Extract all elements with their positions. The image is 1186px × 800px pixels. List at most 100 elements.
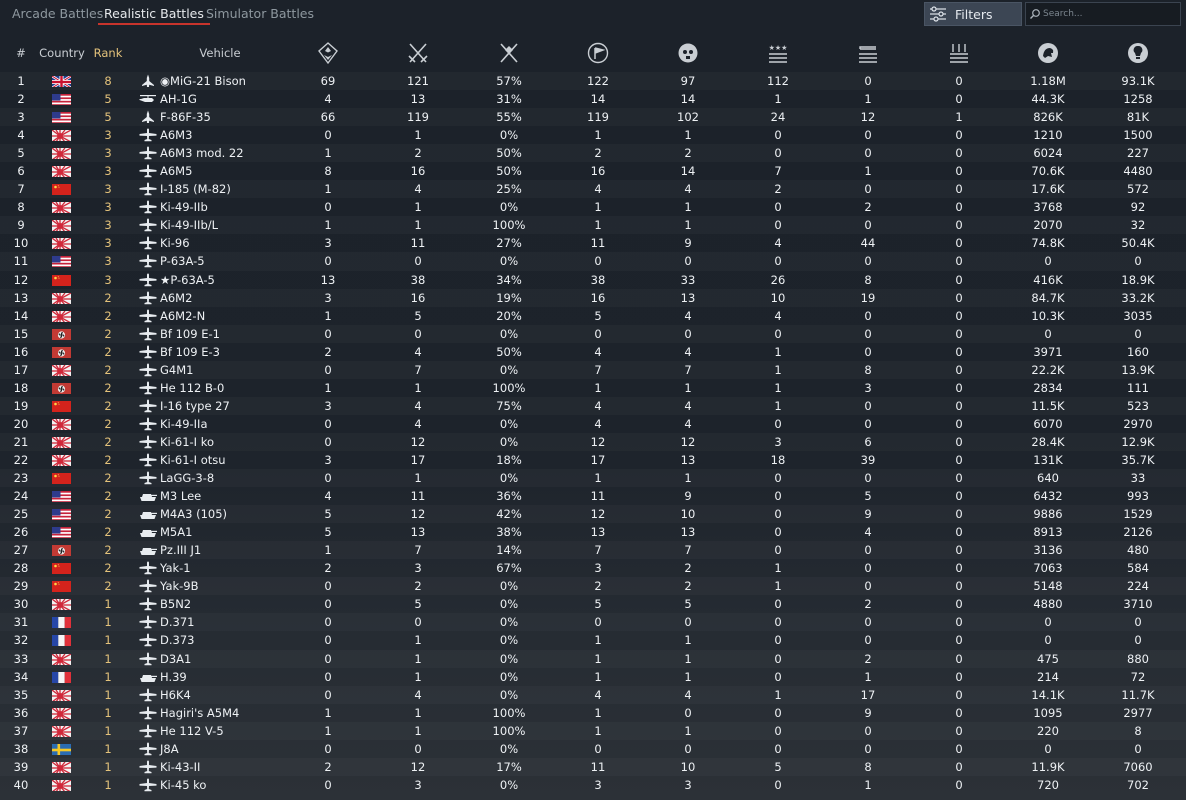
table-row[interactable]: 30 1 B5N2 0 5 0% 5 5 0 2 0 4880 3710 bbox=[0, 595, 1186, 613]
vehicle-name[interactable]: H.39 bbox=[160, 668, 187, 686]
vehicle-name[interactable]: M5A1 bbox=[160, 523, 192, 541]
vehicle-name[interactable]: A6M2 bbox=[160, 289, 192, 307]
column-header-index[interactable]: # bbox=[16, 46, 26, 60]
table-row[interactable]: 35 1 H6K4 0 4 0% 4 4 1 17 0 14.1K 11.7K bbox=[0, 686, 1186, 704]
vehicle-name[interactable]: G4M1 bbox=[160, 361, 193, 379]
filters-button[interactable]: Filters bbox=[924, 2, 1022, 26]
tab-simulator-battles[interactable]: Simulator Battles bbox=[206, 6, 315, 21]
table-row[interactable]: 15 2 Bf 109 E-1 0 0 0% 0 0 0 0 0 0 0 bbox=[0, 325, 1186, 343]
vehicle-name[interactable]: M4A3 (105) bbox=[160, 505, 227, 523]
table-row[interactable]: 40 1 Ki-45 ko 0 3 0% 3 3 0 1 0 720 702 bbox=[0, 776, 1186, 794]
respawns-icon[interactable] bbox=[578, 40, 618, 66]
vehicle-name[interactable]: A6M3 bbox=[160, 126, 192, 144]
vehicle-name[interactable]: J8A bbox=[160, 740, 179, 758]
ground-kills-icon[interactable] bbox=[848, 40, 888, 66]
vehicle-name[interactable]: AH-1G bbox=[160, 90, 197, 108]
table-row[interactable]: 14 2 A6M2-N 1 5 20% 5 4 4 0 0 10.3K 3035 bbox=[0, 307, 1186, 325]
table-row[interactable]: 6 3 A6M5 8 16 50% 16 14 7 1 0 70.6K 4480 bbox=[0, 162, 1186, 180]
column-header-country[interactable]: Country bbox=[39, 46, 85, 60]
table-row[interactable]: 8 3 Ki-49-IIb 0 1 0% 1 1 0 2 0 3768 92 bbox=[0, 198, 1186, 216]
column-header-vehicle[interactable]: Vehicle bbox=[199, 46, 241, 60]
vehicle-name[interactable]: I-185 (M-82) bbox=[160, 180, 231, 198]
vehicle-name[interactable]: Bf 109 E-1 bbox=[160, 325, 220, 343]
table-row[interactable]: 11 3 P-63A-5 0 0 0% 0 0 0 0 0 0 0 bbox=[0, 252, 1186, 270]
table-row[interactable]: 5 3 A6M3 mod. 22 1 2 50% 2 2 0 0 0 6024 227 bbox=[0, 144, 1186, 162]
search-input[interactable] bbox=[1043, 9, 1173, 19]
vehicle-name[interactable]: Hagiri's A5M4 bbox=[160, 704, 239, 722]
table-row[interactable]: 33 1 D3A1 0 1 0% 1 1 0 2 0 475 880 bbox=[0, 650, 1186, 668]
table-row[interactable]: 22 2 Ki-61-I otsu 3 17 18% 17 13 18 39 0 131K 35.7K bbox=[0, 451, 1186, 469]
table-row[interactable]: 28 2 Yak-1 2 3 67% 3 2 1 0 0 7063 584 bbox=[0, 559, 1186, 577]
table-row[interactable]: 38 1 J8A 0 0 0% 0 0 0 0 0 0 0 bbox=[0, 740, 1186, 758]
table-row[interactable]: 1 8 ◉MiG-21 Bison 69 121 57% 122 97 112 0 0 1.18M 93… bbox=[0, 72, 1186, 90]
lions-icon[interactable] bbox=[1028, 40, 1068, 66]
vehicle-name[interactable]: Yak-1 bbox=[160, 559, 191, 577]
table-row[interactable]: 36 1 Hagiri's A5M4 1 1 100% 1 0 0 9 0 1095 2977 bbox=[0, 704, 1186, 722]
vehicle-name[interactable]: H6K4 bbox=[160, 686, 191, 704]
vehicle-name[interactable]: LaGG-3-8 bbox=[160, 469, 214, 487]
vehicle-name[interactable]: F-86F-35 bbox=[160, 108, 211, 126]
vehicle-name[interactable]: Ki-61-I ko bbox=[160, 433, 214, 451]
vehicle-name[interactable]: Ki-49-IIb/L bbox=[160, 216, 218, 234]
vehicle-name[interactable]: Yak-9B bbox=[160, 577, 199, 595]
vehicle-name[interactable]: D.371 bbox=[160, 613, 194, 631]
column-header-rank[interactable]: Rank bbox=[93, 46, 123, 60]
tab-arcade-battles[interactable]: Arcade Battles bbox=[12, 6, 104, 21]
vehicle-name[interactable]: He 112 V-5 bbox=[160, 722, 224, 740]
table-row[interactable]: 7 3 I-185 (M-82) 1 4 25% 4 4 2 0 0 17.6K 572 bbox=[0, 180, 1186, 198]
vehicle-name[interactable]: D.373 bbox=[160, 631, 194, 649]
vehicle-name[interactable]: Bf 109 E-3 bbox=[160, 343, 220, 361]
table-row[interactable]: 27 2 Pz.III J1 1 7 14% 7 7 0 0 0 3136 480 bbox=[0, 541, 1186, 559]
naval-kills-icon[interactable] bbox=[939, 40, 979, 66]
search-box[interactable] bbox=[1025, 2, 1181, 26]
table-row[interactable]: 32 1 D.373 0 1 0% 1 1 0 0 0 0 0 bbox=[0, 631, 1186, 649]
vehicle-name[interactable]: ★P-63A-5 bbox=[160, 271, 215, 289]
vehicle-name[interactable]: Ki-45 ko bbox=[160, 776, 206, 794]
table-row[interactable]: 16 2 Bf 109 E-3 2 4 50% 4 4 1 0 0 3971 160 bbox=[0, 343, 1186, 361]
table-row[interactable]: 4 3 A6M3 0 1 0% 1 1 0 0 0 1210 1500 bbox=[0, 126, 1186, 144]
vehicle-name[interactable]: A6M5 bbox=[160, 162, 192, 180]
vehicle-name[interactable]: ◉MiG-21 Bison bbox=[160, 72, 246, 90]
table-row[interactable]: 29 2 Yak-9B 0 2 0% 2 2 1 0 0 5148 224 bbox=[0, 577, 1186, 595]
table-row[interactable]: 17 2 G4M1 0 7 0% 7 7 1 8 0 22.2K 13.9K bbox=[0, 361, 1186, 379]
table-row[interactable]: 26 2 M5A1 5 13 38% 13 13 0 4 0 8913 2126 bbox=[0, 523, 1186, 541]
deaths-icon[interactable] bbox=[668, 40, 708, 66]
vehicle-name[interactable]: D3A1 bbox=[160, 650, 191, 668]
table-row[interactable]: 24 2 M3 Lee 4 11 36% 11 9 0 5 0 6432 993 bbox=[0, 487, 1186, 505]
table-row[interactable]: 31 1 D.371 0 0 0% 0 0 0 0 0 0 0 bbox=[0, 613, 1186, 631]
air-kills-icon[interactable]: ★★★ bbox=[758, 40, 798, 66]
table-row[interactable]: 23 2 LaGG-3-8 0 1 0% 1 1 0 0 0 640 33 bbox=[0, 469, 1186, 487]
table-row[interactable]: 25 2 M4A3 (105) 5 12 42% 12 10 0 9 0 9886 1529 bbox=[0, 505, 1186, 523]
win-rate-icon[interactable] bbox=[489, 40, 529, 66]
vehicle-name[interactable]: A6M2-N bbox=[160, 307, 205, 325]
vehicle-name[interactable]: Pz.III J1 bbox=[160, 541, 201, 559]
table-row[interactable]: 3 5 F-86F-35 66 119 55% 119 102 24 12 1 826K 81K bbox=[0, 108, 1186, 126]
vehicle-name[interactable]: B5N2 bbox=[160, 595, 191, 613]
vehicle-name[interactable]: Ki-49-IIb bbox=[160, 198, 208, 216]
table-row[interactable]: 9 3 Ki-49-IIb/L 1 1 100% 1 1 0 0 0 2070 32 bbox=[0, 216, 1186, 234]
vehicle-name[interactable]: A6M3 mod. 22 bbox=[160, 144, 244, 162]
table-row[interactable]: 13 2 A6M2 3 16 19% 16 13 10 19 0 84.7K 33.2K bbox=[0, 289, 1186, 307]
vehicle-name[interactable]: Ki-61-I otsu bbox=[160, 451, 226, 469]
table-row[interactable]: 39 1 Ki-43-II 2 12 17% 11 10 5 8 0 11.9K 7060 bbox=[0, 758, 1186, 776]
tab-realistic-battles[interactable]: Realistic Battles bbox=[98, 0, 210, 25]
table-row[interactable]: 37 1 He 112 V-5 1 1 100% 1 1 0 0 0 220 8 bbox=[0, 722, 1186, 740]
vehicle-name[interactable]: Ki-49-IIa bbox=[160, 415, 208, 433]
vehicle-name[interactable]: P-63A-5 bbox=[160, 252, 205, 270]
vehicle-name[interactable]: Ki-43-II bbox=[160, 758, 200, 776]
table-row[interactable]: 19 2 I-16 type 27 3 4 75% 4 4 1 0 0 11.5K 523 bbox=[0, 397, 1186, 415]
table-row[interactable]: 18 2 He 112 B-0 1 1 100% 1 1 1 3 0 2834 111 bbox=[0, 379, 1186, 397]
vehicle-name[interactable]: M3 Lee bbox=[160, 487, 201, 505]
battles-icon[interactable] bbox=[398, 40, 438, 66]
table-row[interactable]: 34 1 H.39 0 1 0% 1 1 0 1 0 214 72 bbox=[0, 668, 1186, 686]
vehicle-name[interactable]: Ki-96 bbox=[160, 234, 190, 252]
table-row[interactable]: 12 3 ★P-63A-5 13 38 34% 38 33 26 8 0 416K 18.9K bbox=[0, 271, 1186, 289]
research-points-icon[interactable] bbox=[1118, 40, 1158, 66]
vehicle-name[interactable]: He 112 B-0 bbox=[160, 379, 224, 397]
table-row[interactable]: 2 5 AH-1G 4 13 31% 14 14 1 1 0 44.3K 1258 bbox=[0, 90, 1186, 108]
table-row[interactable]: 20 2 Ki-49-IIa 0 4 0% 4 4 0 0 0 6070 2970 bbox=[0, 415, 1186, 433]
table-row[interactable]: 21 2 Ki-61-I ko 0 12 0% 12 12 3 6 0 28.4K 12.9K bbox=[0, 433, 1186, 451]
victories-icon[interactable] bbox=[308, 40, 348, 66]
table-row[interactable]: 10 3 Ki-96 3 11 27% 11 9 4 44 0 74.8K 50.4K bbox=[0, 234, 1186, 252]
vehicle-name[interactable]: I-16 type 27 bbox=[160, 397, 230, 415]
